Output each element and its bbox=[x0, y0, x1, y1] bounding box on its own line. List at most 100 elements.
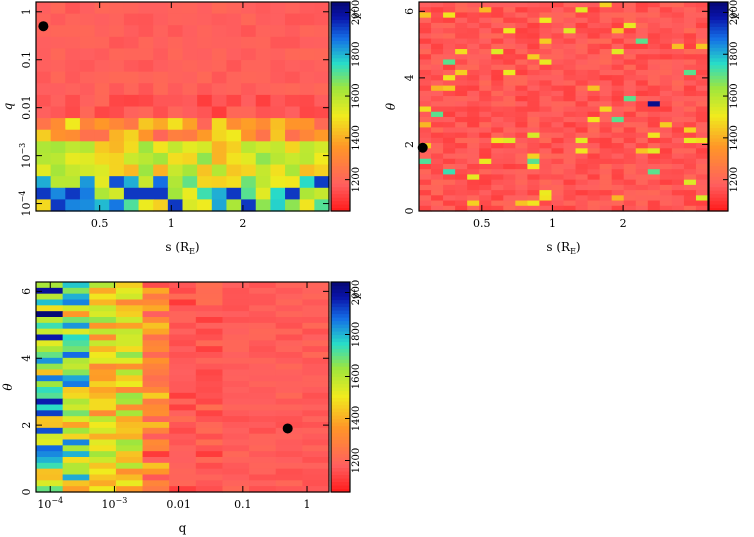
x-tick-label: 0.01 bbox=[166, 498, 191, 511]
heatmap-cell bbox=[62, 346, 90, 353]
heatmap-cell bbox=[79, 25, 96, 38]
heatmap-cell bbox=[539, 38, 553, 45]
heatmap-cell bbox=[36, 282, 64, 289]
heatmap-cell bbox=[195, 392, 224, 400]
heatmap-cell bbox=[65, 36, 81, 50]
heatmap-cell bbox=[167, 94, 184, 108]
heatmap-cell bbox=[65, 48, 81, 61]
heatmap-cell bbox=[431, 59, 444, 66]
heatmap-cell bbox=[222, 392, 250, 400]
heatmap-cell bbox=[94, 199, 110, 212]
heatmap-cell bbox=[226, 187, 242, 200]
heatmap-cell bbox=[89, 451, 117, 458]
heatmap-cell bbox=[647, 169, 661, 176]
heatmap-cell bbox=[275, 392, 303, 400]
heatmap-cell bbox=[241, 187, 257, 200]
heatmap-cell bbox=[683, 143, 697, 149]
heatmap-cell bbox=[142, 474, 170, 481]
heatmap-cell bbox=[94, 106, 110, 119]
heatmap-cell bbox=[635, 122, 649, 128]
heatmap-cell bbox=[419, 59, 432, 66]
heatmap-cell bbox=[587, 132, 601, 139]
colorbar-segment bbox=[331, 165, 350, 170]
heatmap-cell bbox=[635, 190, 649, 196]
heatmap-cell bbox=[153, 199, 169, 212]
heatmap-cell bbox=[503, 174, 516, 181]
heatmap-cell bbox=[211, 48, 228, 61]
heatmap-cell bbox=[479, 116, 492, 123]
heatmap-cell bbox=[270, 199, 286, 212]
heatmap-cell bbox=[479, 90, 492, 97]
heatmap-cell bbox=[419, 106, 432, 113]
heatmap-cell bbox=[314, 164, 330, 177]
heatmap-cell bbox=[599, 101, 613, 108]
heatmap-cell bbox=[169, 346, 197, 353]
heatmap-cell bbox=[123, 199, 140, 212]
heatmap-cell bbox=[109, 176, 125, 189]
colorbar-segment bbox=[331, 488, 350, 493]
heatmap-cell bbox=[419, 205, 432, 212]
heatmap-cell bbox=[599, 22, 613, 29]
heatmap-cell bbox=[249, 363, 277, 371]
colorbar-segment bbox=[331, 376, 350, 381]
heatmap-cell bbox=[539, 12, 553, 19]
heatmap-cell bbox=[419, 169, 432, 176]
heatmap-cell bbox=[551, 143, 565, 149]
colorbar-segment bbox=[331, 327, 350, 332]
heatmap-cell bbox=[36, 404, 64, 411]
heatmap-cell bbox=[671, 205, 685, 212]
y-tick-label: 0.01 bbox=[20, 95, 33, 120]
colorbar-segment bbox=[331, 443, 350, 448]
heatmap-cell bbox=[115, 427, 144, 435]
heatmap-cell bbox=[275, 334, 303, 341]
heatmap-cell bbox=[211, 36, 228, 50]
heatmap-cell bbox=[647, 174, 661, 181]
heatmap-cell bbox=[479, 132, 492, 139]
heatmap-cell bbox=[575, 106, 589, 113]
heatmap-cell bbox=[503, 28, 516, 34]
heatmap-cell bbox=[182, 60, 198, 73]
heatmap-cell bbox=[563, 2, 577, 8]
heatmap-cell bbox=[647, 90, 661, 97]
heatmap-cell bbox=[115, 398, 144, 406]
heatmap-cell bbox=[314, 199, 330, 212]
heatmap-cell bbox=[647, 7, 661, 14]
heatmap-cell bbox=[167, 141, 184, 154]
heatmap-cell bbox=[635, 38, 649, 45]
heatmap-cell bbox=[62, 404, 90, 411]
heatmap-cell bbox=[671, 64, 685, 71]
heatmap-cell bbox=[142, 427, 170, 435]
heatmap-cell bbox=[197, 164, 213, 177]
heatmap-cell bbox=[515, 7, 528, 14]
heatmap-cell bbox=[647, 80, 661, 87]
heatmap-cell bbox=[515, 85, 528, 92]
heatmap-cell bbox=[249, 474, 277, 481]
heatmap-cell bbox=[467, 179, 480, 186]
heatmap-cell bbox=[302, 445, 330, 452]
heatmap-cell bbox=[635, 69, 649, 76]
colorbar-segment bbox=[331, 415, 350, 420]
heatmap-cell bbox=[671, 59, 685, 66]
heatmap-cell bbox=[491, 127, 504, 134]
heatmap-cell bbox=[169, 381, 197, 388]
plot-frame bbox=[418, 1, 709, 212]
heatmap-cell bbox=[89, 340, 117, 347]
heatmap-cell bbox=[182, 94, 198, 108]
heatmap-cell bbox=[491, 90, 504, 97]
heatmap-cell bbox=[515, 148, 528, 155]
heatmap-cell bbox=[671, 127, 685, 134]
heatmap-cell bbox=[167, 36, 184, 50]
heatmap-cell bbox=[182, 176, 198, 189]
heatmap-cell bbox=[623, 69, 637, 76]
heatmap-cell bbox=[142, 392, 170, 400]
heatmap-cell bbox=[419, 28, 432, 34]
heatmap-cell bbox=[491, 28, 504, 34]
heatmap-cell bbox=[419, 184, 432, 191]
heatmap-cell bbox=[587, 7, 601, 14]
heatmap-cell bbox=[491, 143, 504, 149]
heatmap-cell bbox=[491, 38, 504, 45]
heatmap-cell bbox=[635, 153, 649, 160]
colorbar-tick-label: 1600 bbox=[351, 83, 362, 108]
heatmap-cell bbox=[50, 83, 66, 96]
heatmap-cell bbox=[89, 317, 117, 324]
